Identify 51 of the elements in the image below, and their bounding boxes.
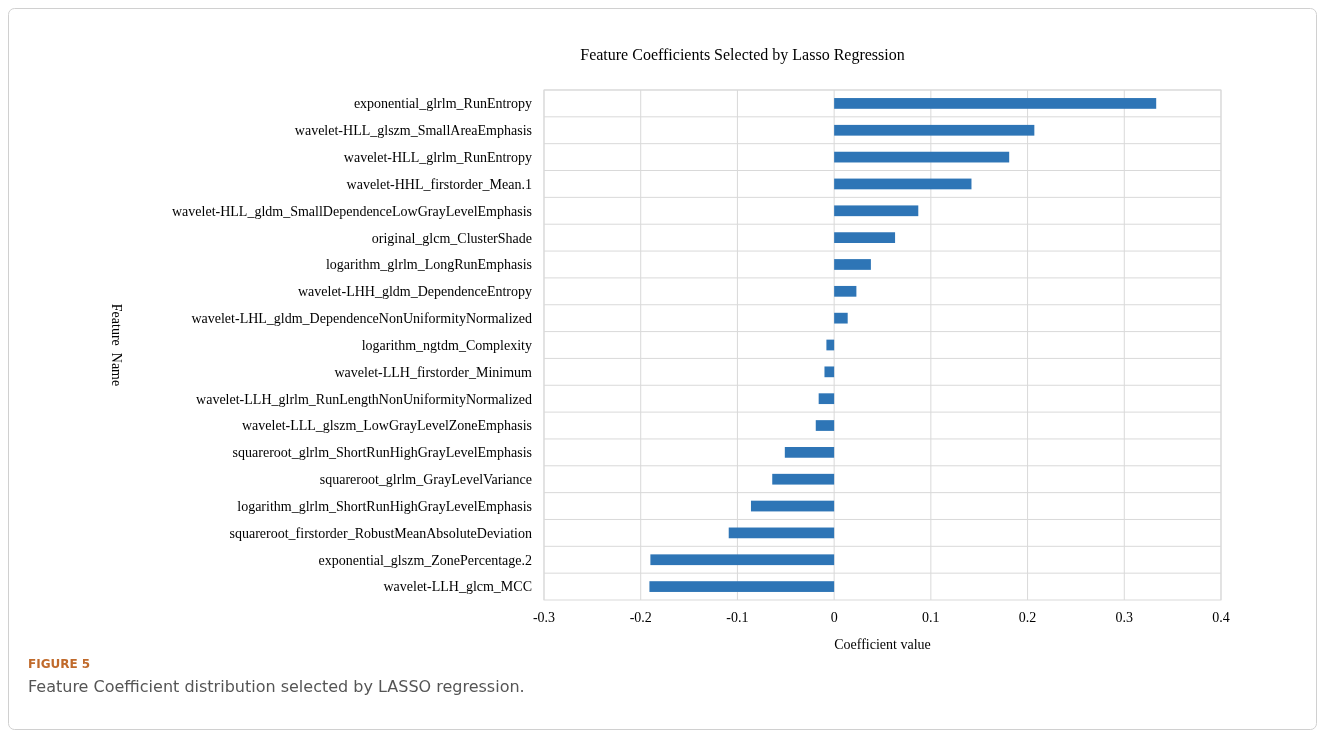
bar bbox=[750, 500, 835, 512]
x-tick-label: -0.1 bbox=[726, 610, 749, 625]
bar bbox=[728, 527, 835, 539]
y-tick-label: wavelet-LLH_firstorder_Minimum bbox=[334, 364, 533, 380]
bar bbox=[834, 151, 1010, 163]
y-tick-label: logarithm_glrlm_ShortRunHighGrayLevelEmphasis bbox=[237, 498, 532, 514]
y-tick-label: logarithm_ngtdm_Complexity bbox=[361, 337, 532, 353]
y-tick-label: wavelet-HHL_firstorder_Mean.1 bbox=[346, 176, 532, 192]
bar bbox=[834, 259, 871, 270]
x-tick-label: 0.1 bbox=[922, 610, 940, 625]
bar bbox=[818, 393, 835, 405]
bar bbox=[650, 554, 835, 566]
bar bbox=[772, 473, 835, 485]
bar bbox=[826, 339, 835, 351]
bar bbox=[834, 178, 972, 190]
x-axis-title: Coefficient value bbox=[834, 637, 931, 652]
x-tick-label: -0.2 bbox=[629, 610, 652, 625]
y-tick-label: original_glcm_ClusterShade bbox=[371, 230, 532, 246]
y-tick-label: squareroot_firstorder_RobustMeanAbsoluteDeviation bbox=[229, 525, 532, 541]
y-tick-label: wavelet-LHL_gldm_DependenceNonUniformityNormalized bbox=[191, 311, 532, 327]
bar bbox=[834, 312, 848, 324]
y-tick-label: exponential_glrlm_RunEntropy bbox=[353, 96, 532, 112]
y-tick-label: wavelet-LLH_glcm_MCC bbox=[383, 579, 532, 595]
bar bbox=[649, 581, 835, 592]
bar bbox=[815, 420, 835, 431]
text: Feature Coefficient distribution selected by LASSO regression. bbox=[28, 677, 525, 696]
x-tick-label: 0.2 bbox=[1018, 610, 1037, 625]
y-axis-title: Feature Name bbox=[109, 303, 124, 387]
y-tick-label: wavelet-HLL_glrlm_RunEntropy bbox=[343, 150, 532, 166]
x-tick-label: -0.3 bbox=[532, 610, 556, 625]
y-tick-label: wavelet-LHH_gldm_DependenceEntropy bbox=[297, 284, 532, 300]
chart-title: Feature Coefficients Selected by Lasso Regression bbox=[580, 46, 905, 64]
bar bbox=[784, 447, 835, 458]
bar bbox=[834, 205, 919, 217]
bar bbox=[834, 285, 857, 297]
x-tick-label: 0 bbox=[830, 610, 838, 625]
x-tick-label: 0.3 bbox=[1115, 610, 1134, 625]
bar bbox=[834, 124, 1035, 136]
y-tick-label: squareroot_glrlm_ShortRunHighGrayLevelEmphasis bbox=[232, 445, 532, 461]
y-tick-label: squareroot_glrlm_GrayLevelVariance bbox=[319, 472, 532, 488]
bar bbox=[824, 366, 835, 378]
y-tick-label: logarithm_glrlm_LongRunEmphasis bbox=[325, 257, 532, 273]
bar bbox=[834, 98, 1157, 109]
bar bbox=[834, 232, 896, 243]
x-tick-label: 0.4 bbox=[1212, 610, 1230, 625]
y-tick-label: wavelet-LLH_glrlm_RunLengthNonUniformityNormalized bbox=[196, 391, 532, 407]
caption: FIGURE 5 bbox=[28, 657, 91, 671]
y-tick-label: wavelet-HLL_gldm_SmallDependenceLowGrayLevelEmphasis bbox=[172, 203, 532, 219]
y-tick-label: exponential_glszm_ZonePercentage.2 bbox=[318, 552, 532, 568]
y-tick-label: wavelet-LLL_glszm_LowGrayLevelZoneEmphasis bbox=[241, 418, 532, 434]
y-tick-label: wavelet-HLL_glszm_SmallAreaEmphasis bbox=[294, 123, 532, 139]
